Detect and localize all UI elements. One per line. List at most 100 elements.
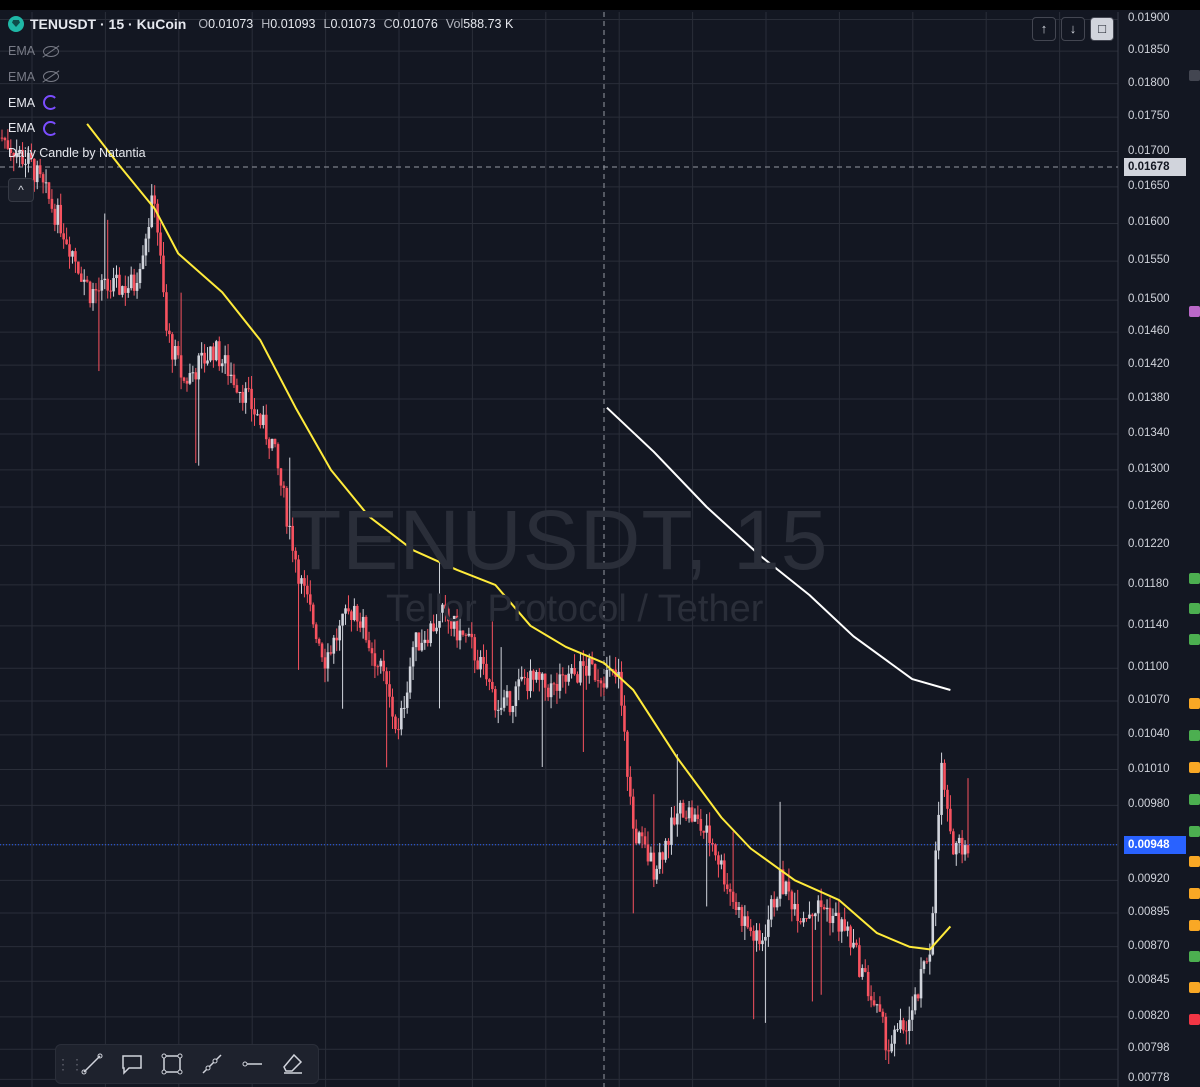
eye-hidden-icon[interactable] (43, 45, 60, 57)
candle-body (235, 385, 239, 393)
alert-marker[interactable] (1189, 856, 1200, 867)
alert-marker[interactable] (1189, 920, 1200, 931)
candle-body (893, 1029, 896, 1044)
candle-body (963, 845, 967, 855)
candle-body (896, 1029, 899, 1031)
candle-body (82, 279, 86, 282)
indicator-legend-row[interactable]: EMA (8, 95, 59, 110)
candle-body (540, 673, 544, 680)
alert-marker[interactable] (1189, 794, 1200, 805)
callout-tool-icon[interactable] (112, 1045, 152, 1083)
candle-body (681, 802, 685, 818)
alert-marker[interactable] (1189, 982, 1200, 993)
candle-body (38, 165, 42, 175)
candle-body (843, 919, 846, 931)
candle-body (56, 204, 60, 225)
candle-body (438, 612, 441, 628)
y-tick-label: 0.01380 (1128, 392, 1170, 405)
indicator-legend-row[interactable]: EMA (8, 120, 59, 136)
candle-body (496, 709, 500, 711)
indicator-name: EMA (8, 121, 36, 135)
indicator-name: EMA (8, 44, 36, 58)
alert-marker[interactable] (1189, 951, 1200, 962)
axis-menu-icon[interactable] (1189, 70, 1200, 81)
candle-body (837, 912, 841, 932)
alert-marker[interactable] (1189, 306, 1200, 317)
candle-body (535, 671, 538, 680)
candle-body (529, 670, 532, 692)
candle-body (138, 268, 142, 283)
alert-marker[interactable] (1189, 573, 1200, 584)
candle-body (667, 840, 670, 845)
candle-body (796, 903, 800, 922)
candle-body (805, 918, 808, 920)
candle-body (417, 632, 421, 651)
horizontal-ray-tool-icon[interactable] (232, 1045, 272, 1083)
indicator-legend-row[interactable]: EMA (8, 70, 60, 84)
loading-icon[interactable] (43, 120, 59, 136)
y-tick-label: 0.01220 (1128, 538, 1170, 551)
candle-body (875, 1004, 879, 1006)
candle-body (811, 914, 814, 917)
candle-body (502, 697, 506, 708)
ohlc-key: C (383, 17, 393, 31)
scroll-down-button[interactable]: ↓ (1061, 17, 1085, 41)
maximize-button[interactable]: □ (1090, 17, 1114, 41)
candle-body (203, 352, 206, 364)
candle-body (676, 813, 679, 825)
y-tick-label: 0.01550 (1128, 254, 1170, 267)
candle-body (473, 637, 477, 661)
eye-hidden-icon[interactable] (43, 71, 60, 82)
brush-tool-icon[interactable] (272, 1045, 312, 1083)
candle-body (156, 203, 159, 233)
alert-marker[interactable] (1189, 603, 1200, 614)
candle-body (526, 678, 529, 692)
candle-body (379, 660, 383, 667)
alert-marker[interactable] (1189, 1014, 1200, 1025)
indicator-legend-row[interactable]: EMA (8, 44, 60, 58)
candle-body (47, 182, 51, 199)
alert-marker[interactable] (1189, 634, 1200, 645)
candle-body (6, 140, 10, 149)
alert-marker[interactable] (1189, 698, 1200, 709)
symbol-label[interactable]: TENUSDT · 15 · KuCoin (30, 16, 187, 32)
candle-body (197, 355, 201, 380)
alert-marker[interactable] (1189, 826, 1200, 837)
y-tick-label: 0.01340 (1128, 426, 1170, 439)
trend-line-tool-icon[interactable] (72, 1045, 112, 1083)
rectangle-tool-icon[interactable] (152, 1045, 192, 1083)
candle-body (717, 855, 720, 865)
candle-body (347, 608, 350, 612)
candle-body (946, 789, 949, 809)
scroll-up-button[interactable]: ↑ (1032, 17, 1056, 41)
alert-marker[interactable] (1189, 730, 1200, 741)
collapse-legend-button[interactable]: ^ (8, 178, 34, 202)
candle-body (229, 374, 233, 377)
candle-body (643, 836, 647, 845)
candle-body (62, 233, 65, 240)
alert-marker[interactable] (1189, 888, 1200, 899)
candle-body (905, 1030, 908, 1032)
candle-body (376, 666, 380, 668)
candle-body (291, 525, 294, 551)
candle-body (329, 652, 333, 654)
loading-icon[interactable] (43, 95, 59, 110)
indicator-legend-row[interactable]: Daily Candle by Natantia (8, 146, 146, 160)
candle-body (159, 232, 162, 256)
alert-marker[interactable] (1189, 762, 1200, 773)
candle-body (420, 642, 424, 651)
y-tick-label: 0.01850 (1128, 44, 1170, 57)
candle-body (966, 845, 970, 854)
drag-handle-icon[interactable]: ⋮⋮ (56, 1055, 84, 1072)
ray-tool-icon[interactable] (192, 1045, 232, 1083)
candle-body (693, 814, 697, 822)
ohlc-value: 0.01073 (208, 17, 254, 31)
candle-body (678, 802, 682, 814)
ema-line-white (606, 406, 951, 691)
candle-body (602, 683, 606, 688)
candle-body (523, 676, 526, 679)
candle-body (135, 282, 139, 291)
candle-body (690, 807, 694, 822)
candle-body (253, 409, 256, 415)
